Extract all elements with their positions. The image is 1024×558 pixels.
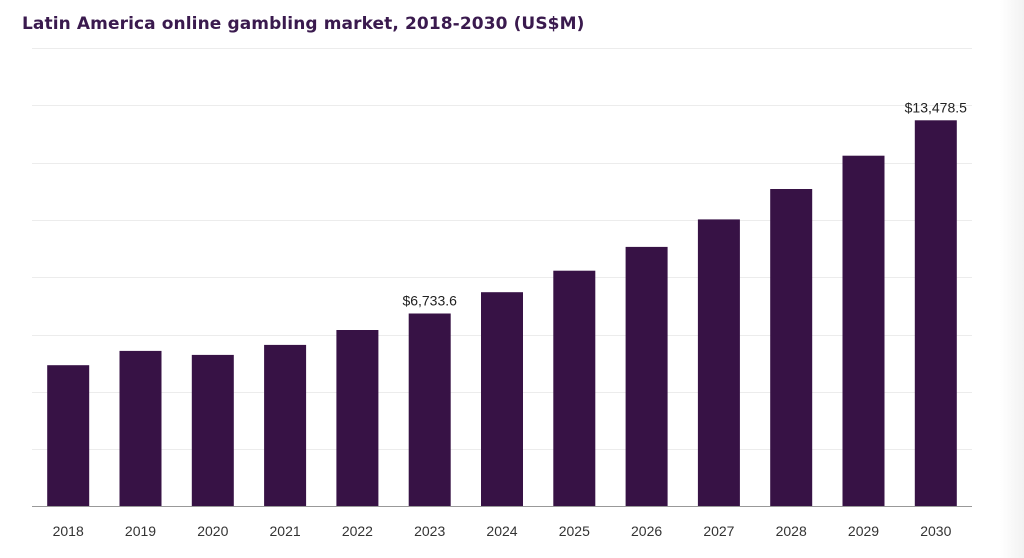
x-tick-label-2023: 2023 bbox=[414, 523, 445, 539]
bar-2027 bbox=[697, 219, 740, 507]
bar-2025 bbox=[553, 270, 596, 507]
data-label-2023: $6,733.6 bbox=[402, 293, 457, 309]
bar-2028 bbox=[770, 189, 813, 507]
bar-2020 bbox=[191, 354, 234, 507]
x-tick-label-2020: 2020 bbox=[197, 523, 228, 539]
bar-2018 bbox=[47, 365, 90, 507]
x-tick-label-2030: 2030 bbox=[920, 523, 951, 539]
data-label-2030: $13,478.5 bbox=[905, 99, 967, 115]
bar-2024 bbox=[481, 292, 523, 507]
bar-2030 bbox=[914, 120, 957, 507]
bar-2022 bbox=[336, 330, 379, 507]
page-edge bbox=[1000, 0, 1024, 558]
x-tick-label-2029: 2029 bbox=[848, 523, 879, 539]
x-tick-label-2026: 2026 bbox=[631, 523, 662, 539]
x-tick-label-2019: 2019 bbox=[125, 523, 156, 539]
x-tick-label-2025: 2025 bbox=[559, 523, 590, 539]
bar-2019 bbox=[119, 350, 162, 507]
bar-2026 bbox=[625, 246, 668, 507]
chart-title: Latin America online gambling market, 20… bbox=[22, 14, 585, 34]
bar-2021 bbox=[264, 344, 307, 507]
x-tick-label-2021: 2021 bbox=[270, 523, 301, 539]
bar-2023 bbox=[408, 313, 451, 507]
x-tick-label-2022: 2022 bbox=[342, 523, 373, 539]
x-tick-label-2018: 2018 bbox=[53, 523, 84, 539]
bar-2029 bbox=[842, 155, 885, 507]
x-tick-label-2027: 2027 bbox=[703, 523, 734, 539]
x-tick-label-2024: 2024 bbox=[486, 523, 517, 539]
x-tick-label-2028: 2028 bbox=[776, 523, 807, 539]
